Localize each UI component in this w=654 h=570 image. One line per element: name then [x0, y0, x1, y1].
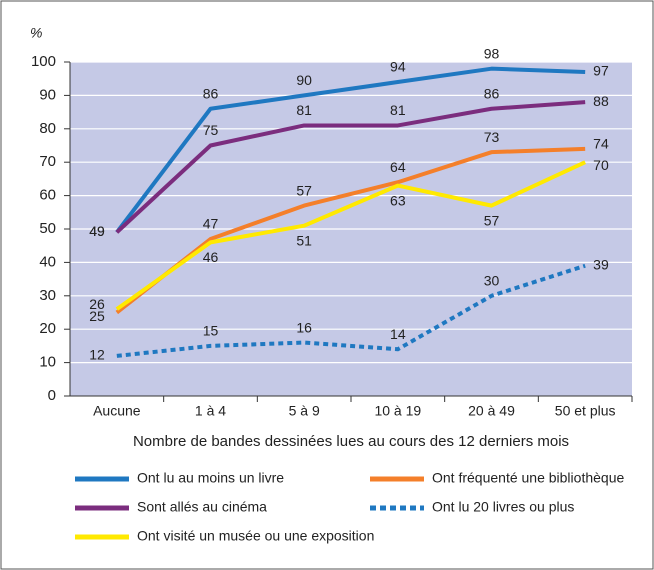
- legend-label: Ont lu 20 livres ou plus: [432, 499, 574, 515]
- series-line: [115, 160, 587, 311]
- data-label: 51: [296, 232, 312, 248]
- data-label: 94: [390, 59, 406, 75]
- data-label: 25: [89, 308, 105, 324]
- x-tick-label: 5 à 9: [289, 403, 320, 419]
- data-label: 63: [390, 192, 406, 208]
- y-tick-label: 20: [39, 320, 56, 337]
- data-label: 81: [390, 102, 406, 118]
- data-label: 70: [593, 157, 609, 173]
- data-label: 90: [296, 72, 312, 88]
- data-label: 57: [484, 212, 500, 228]
- x-tick-label: 1 à 4: [195, 403, 226, 419]
- data-label: 57: [296, 182, 312, 198]
- y-tick-label: 30: [39, 287, 56, 304]
- data-label: 81: [296, 102, 312, 118]
- y-tick-label: 0: [48, 387, 56, 404]
- data-label: 26: [89, 296, 105, 312]
- legend-label: Sont allés au cinéma: [137, 499, 267, 515]
- data-label: 88: [593, 93, 609, 109]
- x-tick-label: 10 à 19: [374, 403, 421, 419]
- data-label: 86: [203, 85, 219, 101]
- legend-label: Ont lu au moins un livre: [137, 470, 284, 486]
- data-label: 49: [89, 223, 105, 239]
- y-tick-label: 50: [39, 220, 56, 237]
- x-tick-label: 20 à 49: [468, 403, 515, 419]
- data-label: 16: [296, 319, 312, 335]
- y-tick-label: 90: [39, 86, 56, 103]
- data-label: 46: [203, 249, 219, 265]
- series-line: [115, 66, 586, 234]
- data-label: 74: [593, 136, 609, 152]
- y-tick-label: 100: [31, 53, 56, 70]
- data-label: 47: [203, 216, 219, 232]
- y-tick-label: 40: [39, 253, 56, 270]
- legend-label: Ont visité un musée ou une exposition: [137, 528, 374, 544]
- data-label: 39: [593, 256, 609, 272]
- data-label: 30: [484, 273, 500, 289]
- data-label: 49: [89, 223, 105, 239]
- data-label: 97: [593, 63, 609, 79]
- y-tick-label: 60: [39, 187, 56, 204]
- x-tick-label: 50 et plus: [555, 403, 616, 419]
- data-label: 75: [203, 122, 219, 138]
- y-tick-label: 70: [39, 153, 56, 170]
- data-label: 73: [484, 129, 500, 145]
- x-tick-label: Aucune: [93, 403, 141, 419]
- data-label: 64: [390, 159, 406, 175]
- data-label: 15: [203, 323, 219, 339]
- legend-label: Ont fréquenté une bibliothèque: [432, 470, 624, 486]
- y-axis-label: %: [30, 25, 42, 41]
- series-line: [116, 263, 586, 358]
- y-tick-label: 10: [39, 354, 56, 371]
- x-axis-title: Nombre de bandes dessinées lues au cours…: [133, 433, 569, 450]
- y-tick-label: 80: [39, 120, 56, 137]
- data-label: 12: [89, 347, 105, 363]
- data-label: 86: [484, 85, 500, 101]
- data-label: 14: [390, 326, 406, 342]
- series-line: [115, 100, 586, 234]
- data-label: 98: [484, 45, 500, 61]
